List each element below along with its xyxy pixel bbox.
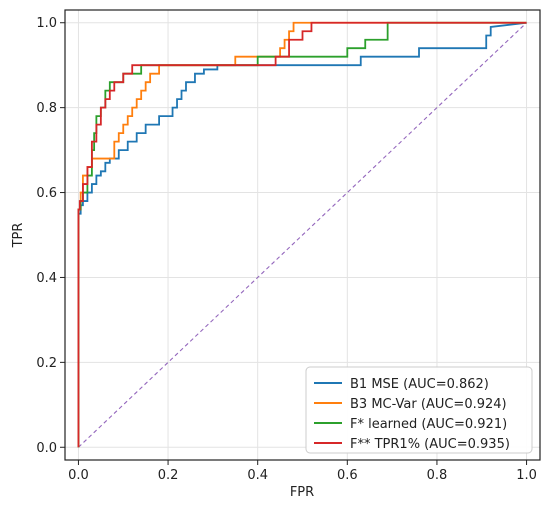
legend-label-f-tpr1: F** TPR1% (AUC=0.935) — [350, 437, 510, 452]
x-tick-label: 0.2 — [158, 468, 179, 483]
legend-label-b1: B1 MSE (AUC=0.862) — [350, 377, 489, 392]
y-tick-label: 1.0 — [36, 16, 57, 31]
x-axis-label: FPR — [290, 485, 314, 500]
x-tick-label: 0.6 — [337, 468, 358, 483]
y-tick-label: 0.2 — [36, 356, 57, 371]
legend-label-b3: B3 MC-Var (AUC=0.924) — [350, 397, 507, 412]
legend: B1 MSE (AUC=0.862) B3 MC-Var (AUC=0.924)… — [305, 366, 533, 454]
plot-frame — [64, 9, 541, 461]
y-tick-label: 0.8 — [36, 101, 57, 116]
x-tick-label: 0.4 — [247, 468, 268, 483]
axis-ticks: 0.0 0.2 0.4 0.6 0.8 1.0 0.0 0.2 0.4 0.6 0.8 1.0 — [36, 16, 537, 483]
y-tick-label: 0.6 — [36, 186, 57, 201]
series-line-b1-mse — [77, 21, 527, 448]
x-tick-label: 0.8 — [427, 468, 448, 483]
y-tick-label: 0.4 — [36, 271, 57, 286]
series-line-f-tpr1 — [77, 21, 527, 448]
y-tick-label: 0.0 — [36, 441, 57, 456]
series-layer — [77, 21, 527, 448]
x-tick-label: 0.0 — [68, 468, 89, 483]
chance-diagonal-line — [78, 22, 527, 448]
grid — [65, 10, 540, 460]
x-tick-label: 1.0 — [516, 468, 537, 483]
y-axis-label: TPR — [11, 223, 26, 249]
legend-label-f-learned: F* learned (AUC=0.921) — [350, 417, 507, 432]
legend-box — [305, 366, 533, 454]
